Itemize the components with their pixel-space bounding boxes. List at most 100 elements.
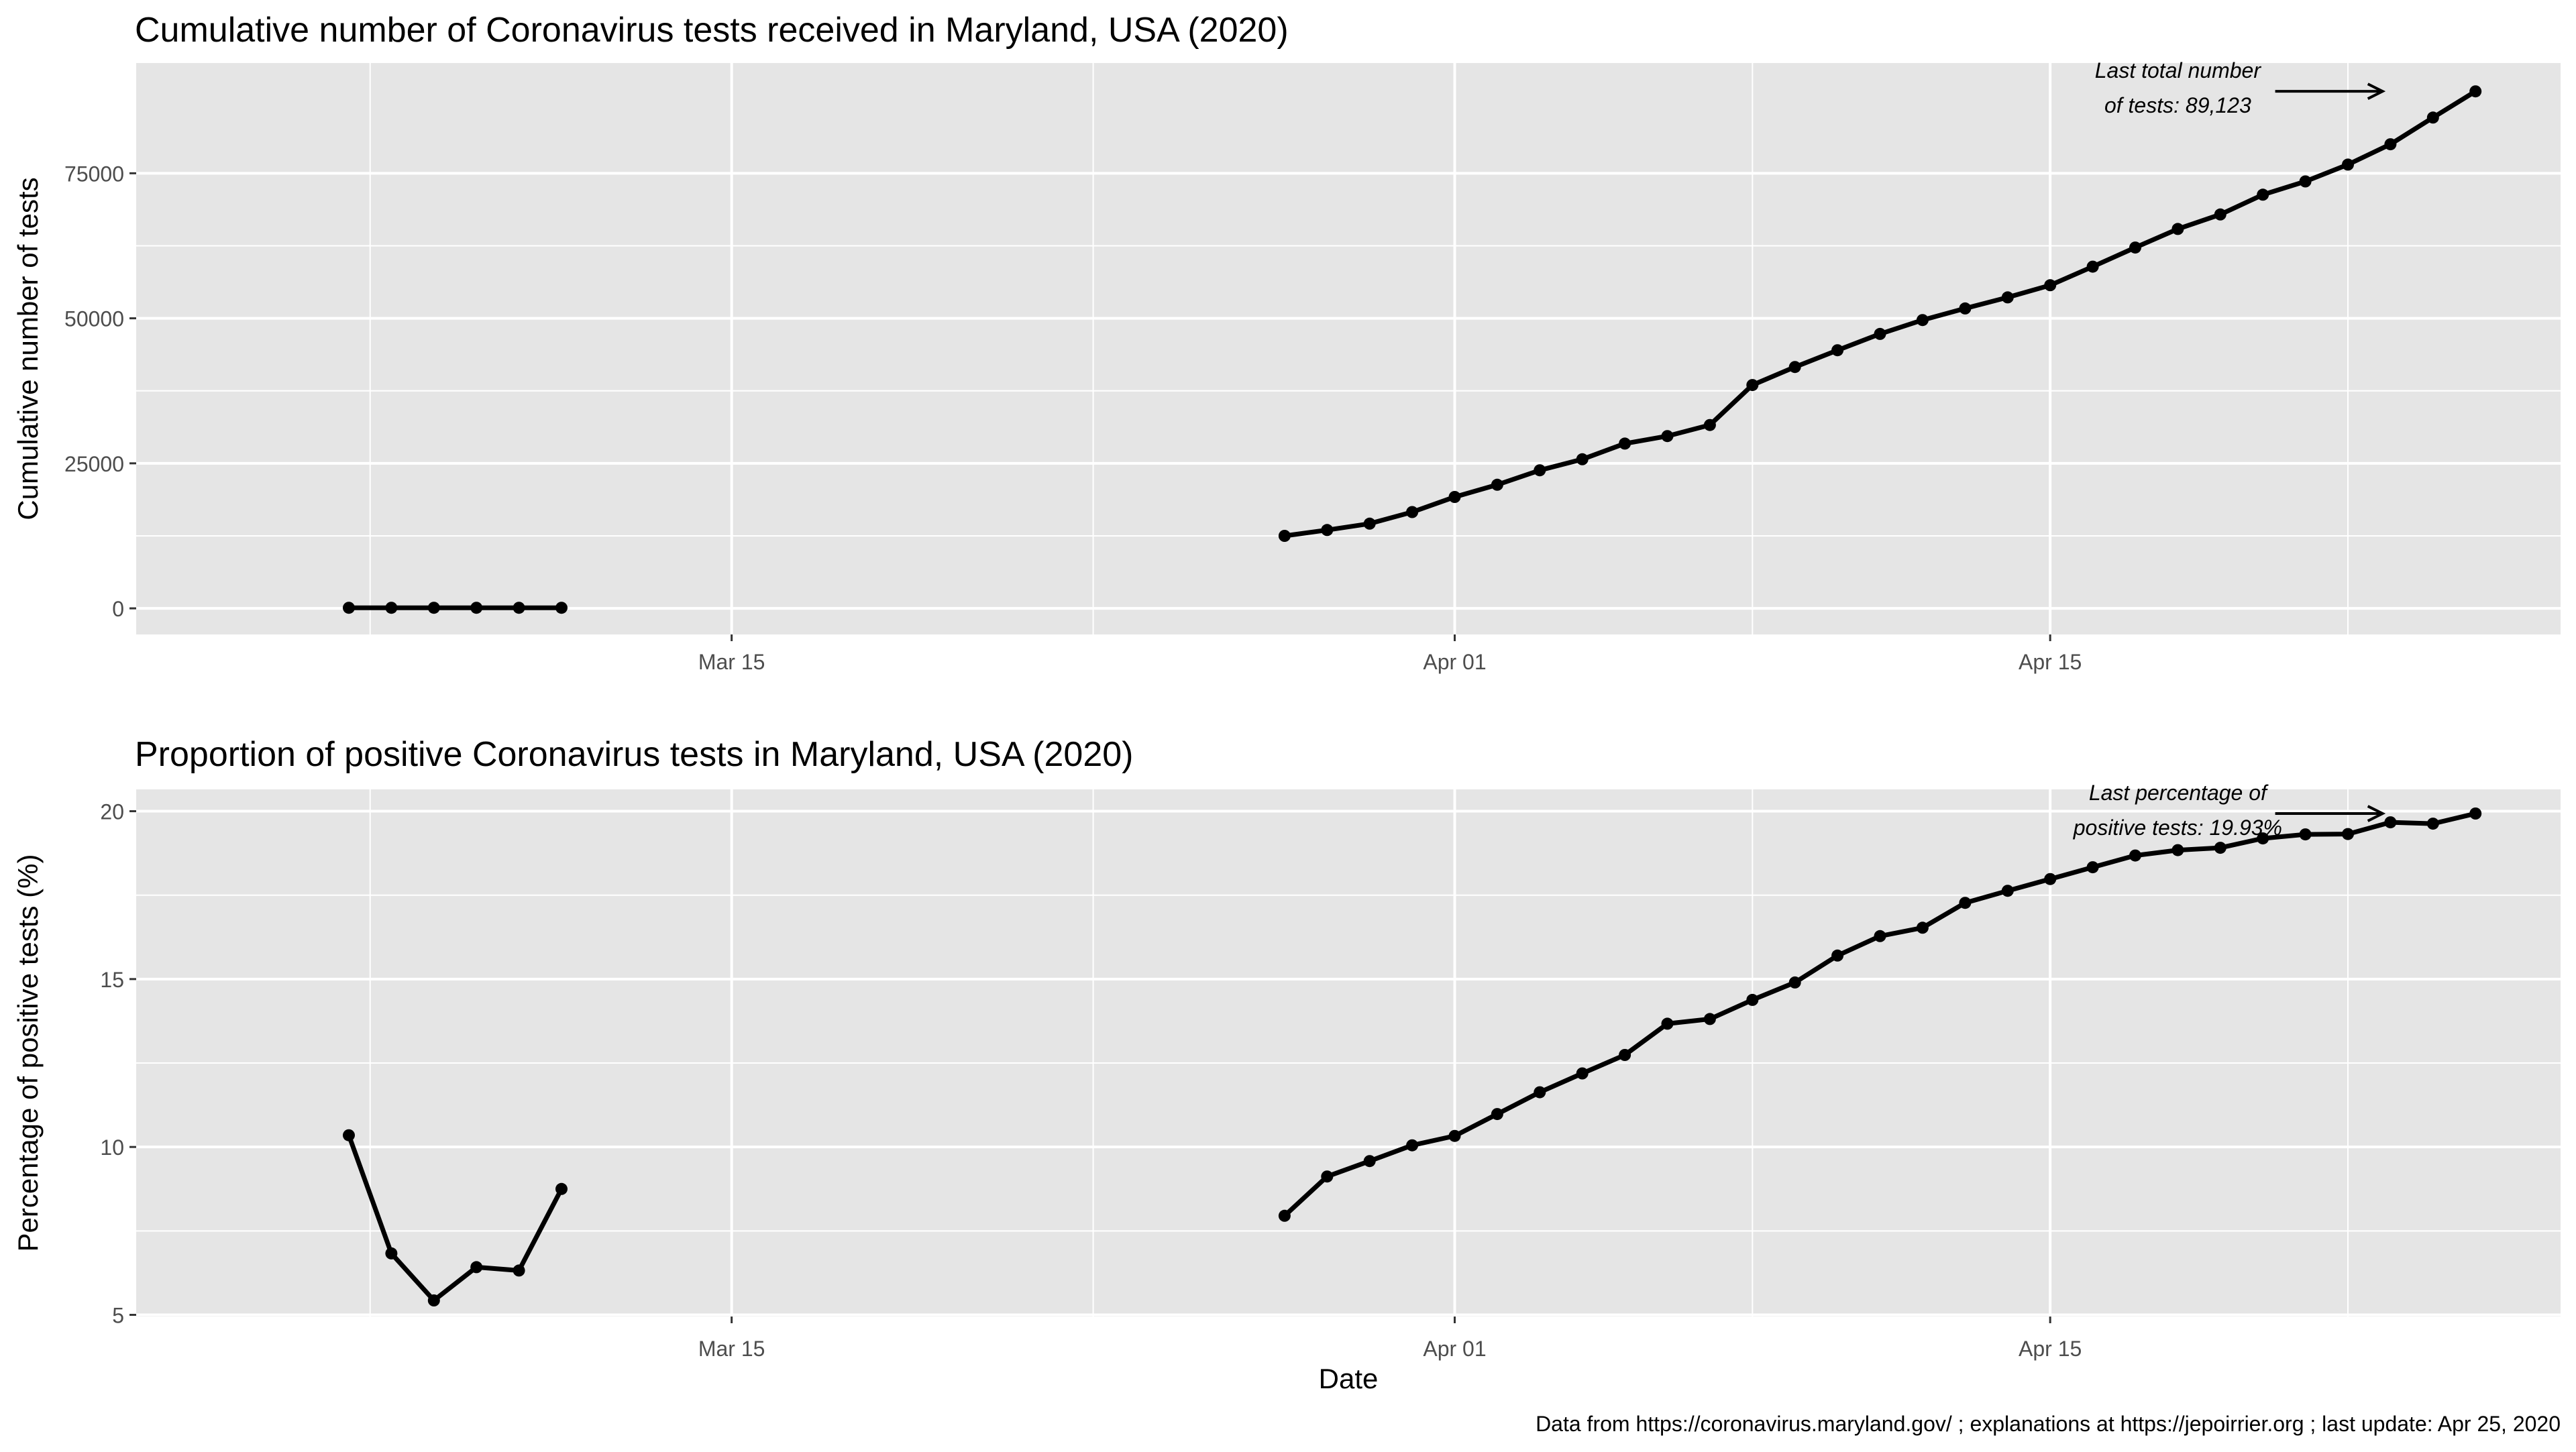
- data-point: [385, 1247, 398, 1260]
- data-point: [385, 602, 398, 614]
- data-point: [2044, 279, 2057, 292]
- data-point: [2257, 188, 2269, 201]
- data-point: [2001, 291, 2014, 304]
- x-tick-label: Apr 15: [2019, 650, 2082, 674]
- chart-title: Cumulative number of Coronavirus tests r…: [135, 11, 1289, 50]
- data-point: [2171, 844, 2184, 856]
- data-point: [555, 1182, 568, 1195]
- data-point: [343, 1129, 355, 1141]
- data-point: [1831, 949, 1844, 962]
- data-point: [2214, 842, 2226, 854]
- plot-panel: [136, 789, 2561, 1317]
- data-point: [1661, 430, 1674, 443]
- data-point: [2426, 818, 2439, 830]
- data-point: [2044, 873, 2057, 885]
- annotation-arrowhead: [2367, 805, 2386, 822]
- data-point: [2299, 175, 2312, 188]
- data-point: [513, 602, 525, 614]
- data-point: [1363, 517, 1376, 530]
- x-tick-label: Apr 01: [1423, 1337, 1486, 1361]
- data-point: [2342, 158, 2354, 171]
- data-point: [470, 1261, 483, 1274]
- y-tick-label: 10: [100, 1135, 124, 1160]
- chart-title: Proportion of positive Coronavirus tests…: [135, 735, 1133, 774]
- data-point: [2257, 832, 2269, 845]
- plot-panel: [136, 63, 2561, 634]
- data-point: [1278, 530, 1291, 542]
- data-point: [2129, 241, 2141, 254]
- data-point: [1831, 344, 1844, 357]
- data-point: [1959, 302, 1972, 315]
- data-point: [513, 1264, 525, 1277]
- y-tick-label: 50000: [64, 307, 124, 331]
- annotation-text: Last total number: [2095, 58, 2262, 82]
- data-point: [2129, 849, 2141, 862]
- footer-caption: Data from https://coronavirus.maryland.g…: [1536, 1412, 2561, 1436]
- data-point: [1576, 1067, 1589, 1080]
- data-point: [2342, 828, 2354, 840]
- data-point: [470, 602, 483, 614]
- data-point: [1534, 464, 1546, 477]
- data-point: [2384, 138, 2397, 151]
- data-point: [1619, 1049, 1631, 1061]
- data-point: [2171, 223, 2184, 235]
- data-point: [2299, 828, 2312, 841]
- data-point: [1406, 1139, 1419, 1152]
- series-line-segment: [346, 1133, 564, 1303]
- data-point: [1788, 361, 1801, 374]
- data-point: [1619, 437, 1631, 450]
- annotation-text: positive tests: 19.93%: [2073, 816, 2282, 840]
- data-point: [1491, 478, 1503, 491]
- y-axis-label: Cumulative number of tests: [12, 177, 44, 520]
- data-point: [1788, 976, 1801, 989]
- y-tick-label: 5: [112, 1303, 124, 1327]
- data-point: [2001, 885, 2014, 897]
- y-tick-label: 15: [100, 968, 124, 992]
- data-point: [427, 602, 440, 614]
- y-axis-label: Percentage of positive tests (%): [12, 854, 44, 1252]
- data-point: [1321, 1170, 1334, 1183]
- x-tick-label: Mar 15: [698, 650, 765, 674]
- data-point: [1661, 1017, 1674, 1030]
- data-point: [1278, 1209, 1291, 1222]
- data-point: [1746, 379, 1759, 392]
- data-point: [1491, 1108, 1503, 1121]
- data-point: [1363, 1155, 1376, 1168]
- data-point: [1448, 491, 1461, 503]
- y-tick-label: 75000: [64, 162, 124, 186]
- y-tick-label: 20: [100, 800, 124, 824]
- data-point: [1916, 314, 1929, 327]
- data-point: [1321, 524, 1334, 537]
- data-point: [1916, 922, 1929, 934]
- data-point: [2426, 111, 2439, 124]
- data-point: [2086, 861, 2099, 874]
- x-tick-label: Apr 01: [1423, 650, 1486, 674]
- data-point: [2086, 260, 2099, 273]
- data-point: [1406, 506, 1419, 518]
- x-tick-label: Apr 15: [2019, 1337, 2082, 1361]
- data-point: [2469, 85, 2482, 98]
- data-point: [1703, 418, 1716, 431]
- data-point: [427, 1294, 440, 1306]
- data-point: [1874, 930, 1886, 942]
- data-point: [1576, 453, 1589, 465]
- x-axis-label: Date: [1319, 1363, 1379, 1394]
- annotation-arrowhead: [2367, 82, 2386, 100]
- data-point: [1534, 1086, 1546, 1099]
- data-point: [1746, 993, 1759, 1006]
- data-point: [343, 602, 355, 614]
- annotation-text: Last percentage of: [2089, 781, 2269, 805]
- y-tick-label: 0: [112, 597, 124, 621]
- data-point: [1874, 327, 1886, 340]
- data-point: [1703, 1013, 1716, 1025]
- x-tick-label: Mar 15: [698, 1337, 765, 1361]
- data-point: [2214, 208, 2226, 221]
- annotation-text: of tests: 89,123: [2104, 93, 2251, 117]
- data-point: [2469, 807, 2482, 820]
- data-point: [555, 602, 568, 614]
- data-point: [1448, 1129, 1461, 1142]
- data-point: [1959, 897, 1972, 909]
- y-tick-label: 25000: [64, 452, 124, 476]
